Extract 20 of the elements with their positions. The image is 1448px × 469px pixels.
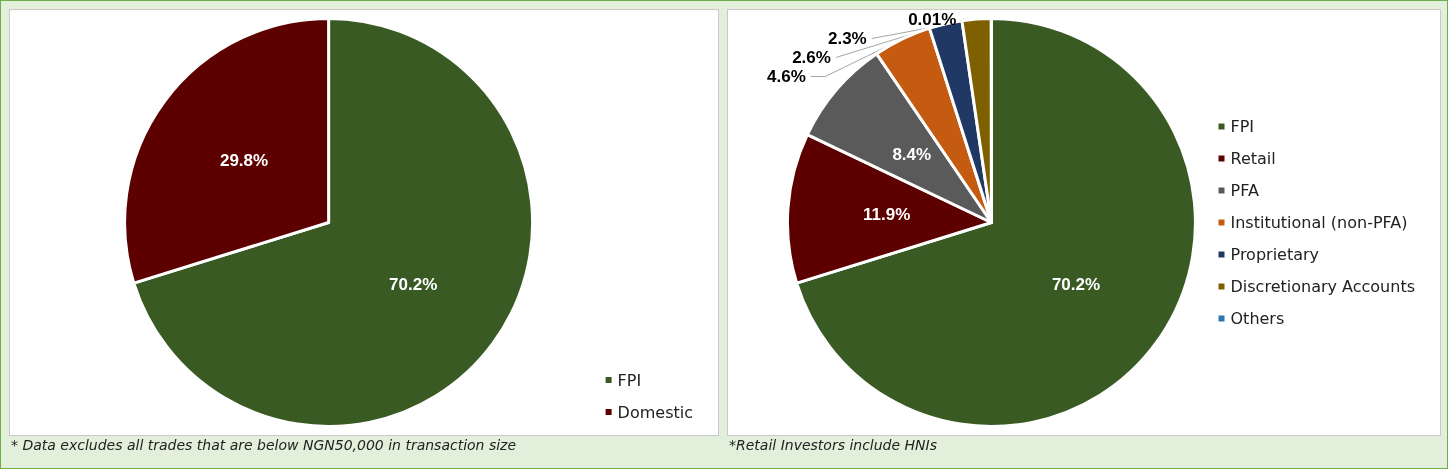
data-label: 2.3% <box>827 29 867 48</box>
data-label: 70.2% <box>1051 275 1101 295</box>
legend-label: Retail <box>1230 149 1276 168</box>
legend-label: FPI <box>617 370 642 390</box>
data-label: 11.9% <box>863 205 911 225</box>
legend-label: Discretionary Accounts <box>1230 277 1416 296</box>
data-label: 29.8% <box>219 150 269 170</box>
text: * Data excludes all trades that are below NGN50,000 in transaction size <box>11 437 517 453</box>
data-label: 8.4% <box>892 144 932 164</box>
data-label: 0.01% <box>908 10 957 29</box>
data-label: 2.6% <box>792 48 831 67</box>
legend-label: PFA <box>1230 181 1259 200</box>
legend-label: Institutional (non-PFA) <box>1230 213 1408 232</box>
legend-label: Domestic <box>617 402 693 422</box>
data-label: 4.6% <box>767 67 806 86</box>
legend-label: Proprietary <box>1230 245 1320 264</box>
legend-label: FPI <box>1230 117 1255 136</box>
data-label: 70.2% <box>389 275 438 295</box>
legend-label: Others <box>1230 309 1285 328</box>
text: *Retail Investors include HNIs <box>729 437 937 453</box>
